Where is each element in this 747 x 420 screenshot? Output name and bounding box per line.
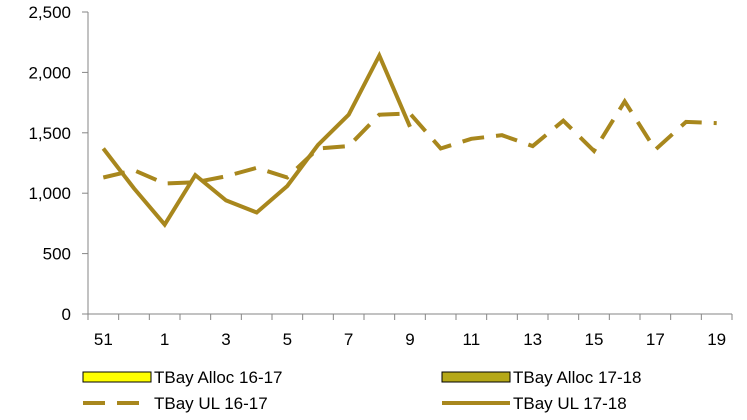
x-tick-label: 19 xyxy=(707,330,726,349)
x-tick-label: 9 xyxy=(405,330,414,349)
x-tick-label: 1 xyxy=(160,330,169,349)
x-tick-label: 11 xyxy=(463,330,481,349)
x-tick-label: 15 xyxy=(585,330,604,349)
series-lines xyxy=(101,50,717,228)
legend-swatch-tbay-alloc-17-18 xyxy=(441,371,511,383)
x-tick-label: 13 xyxy=(523,330,542,349)
legend: TBay Alloc 16-17 TBay Alloc 17-18 TBay UL … xyxy=(82,368,642,413)
x-tick-label: 17 xyxy=(646,330,665,349)
series-line-tbay-ul-17-18 xyxy=(101,50,412,228)
y-tick-label: 0 xyxy=(62,305,71,324)
series-line-tbay-ul-16-17 xyxy=(102,97,717,186)
y-tick-label: 500 xyxy=(43,245,71,264)
legend-swatch-tbay-alloc-16-17 xyxy=(82,371,152,383)
x-tick-label: 7 xyxy=(344,330,353,349)
x-tick-label: 3 xyxy=(221,330,230,349)
legend-label-tbay-alloc-16-17: TBay Alloc 16-17 xyxy=(154,368,283,387)
x-tick-label: 5 xyxy=(283,330,292,349)
legend-label-tbay-alloc-17-18: TBay Alloc 17-18 xyxy=(513,368,642,387)
y-tick-label: 1,000 xyxy=(28,184,71,203)
legend-label-tbay-ul-17-18: TBay UL 17-18 xyxy=(513,394,627,413)
y-tick-label: 2,500 xyxy=(28,3,71,22)
legend-label-tbay-ul-16-17: TBay UL 16-17 xyxy=(154,394,268,413)
y-tick-label: 2,000 xyxy=(28,63,71,82)
x-tick-label: 51 xyxy=(94,330,113,349)
y-tick-label: 1,500 xyxy=(28,124,71,143)
